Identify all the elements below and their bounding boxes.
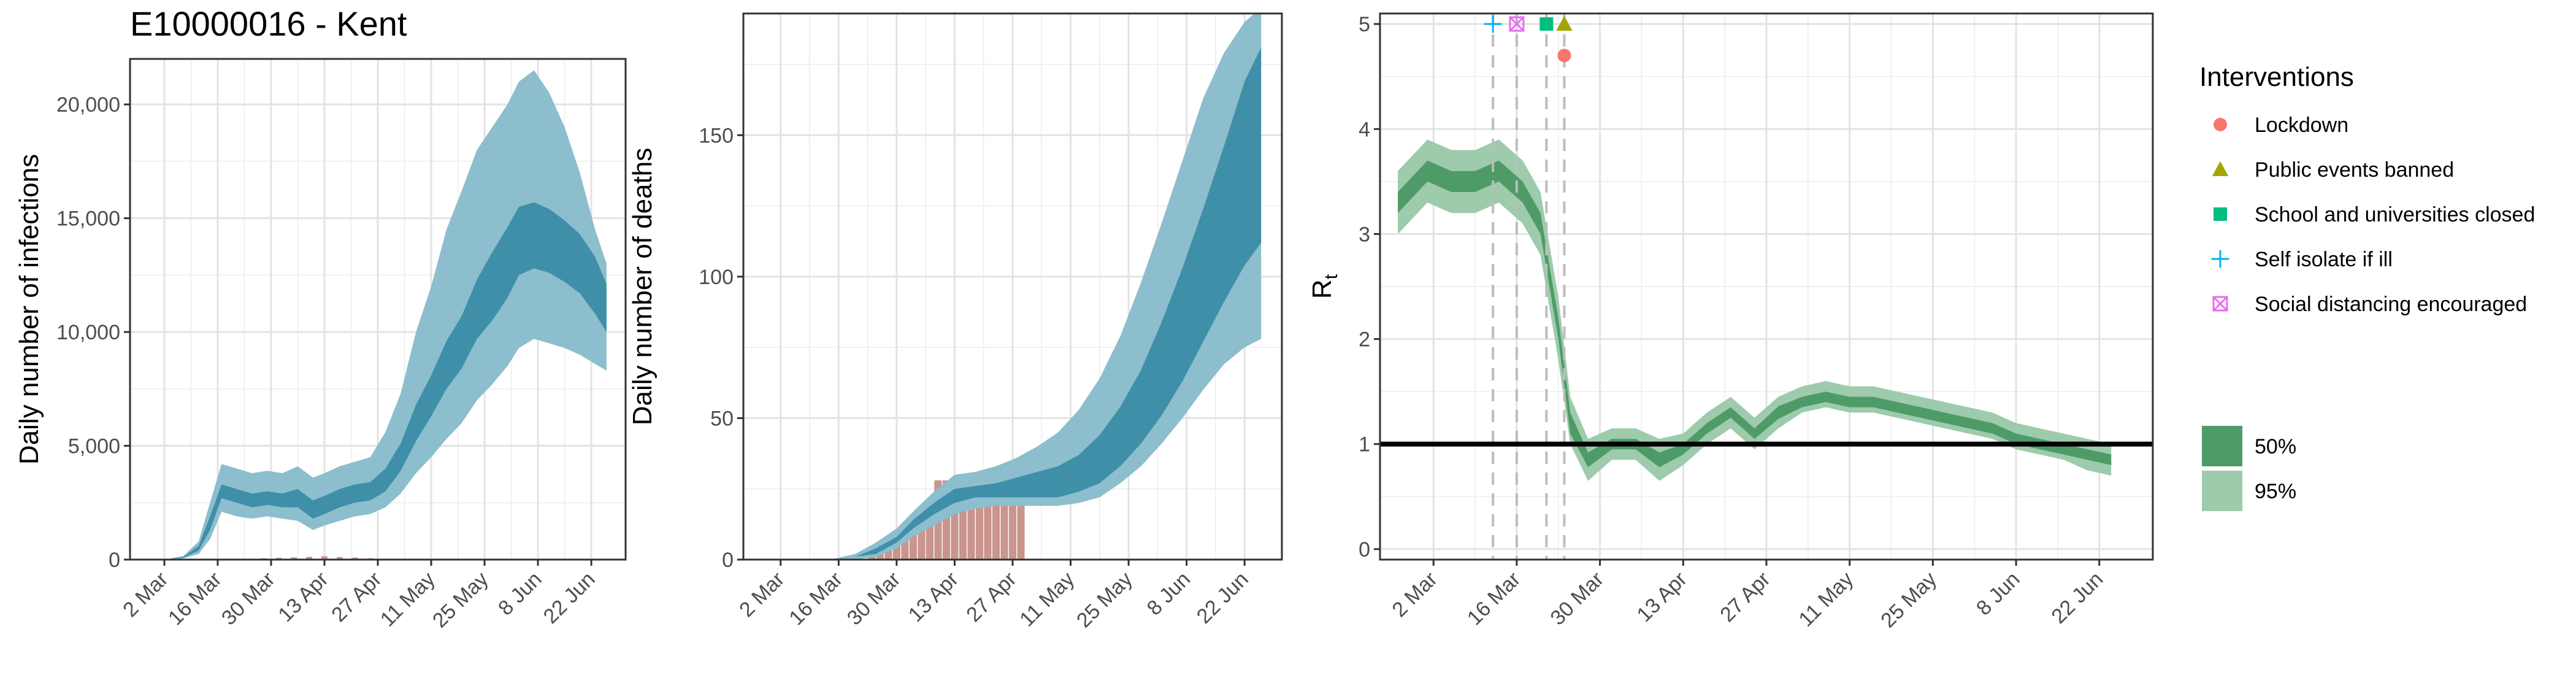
legend-ci-label: 95% bbox=[2255, 480, 2296, 503]
legend-title: Interventions bbox=[2199, 62, 2354, 92]
reported-deaths-bar bbox=[1000, 498, 1008, 560]
legend-item-label: Social distancing encouraged bbox=[2255, 293, 2527, 316]
y-tick-label: 2 bbox=[1359, 328, 1370, 352]
y-axis-label: Daily number of deaths bbox=[627, 148, 657, 425]
legend-plus-icon bbox=[2212, 250, 2229, 268]
x-tick-label: 2 Mar bbox=[1388, 568, 1442, 622]
y-tick-label: 5,000 bbox=[68, 435, 120, 458]
x-tick-label: 30 Mar bbox=[217, 568, 280, 630]
y-tick-label: 0 bbox=[109, 549, 120, 572]
x-tick-label: 22 Jun bbox=[539, 568, 600, 628]
legend-circle-icon bbox=[2214, 118, 2227, 131]
x-tick-label: 11 May bbox=[1794, 568, 1858, 631]
legend-item-label: Lockdown bbox=[2255, 114, 2348, 137]
ci-legend: 50% 95% bbox=[2202, 426, 2296, 511]
y-tick-label: 50 bbox=[710, 407, 734, 430]
x-tick-label: 16 Mar bbox=[784, 568, 847, 630]
x-tick-label: 8 Jun bbox=[1972, 568, 2025, 620]
x-tick-label: 13 Apr bbox=[274, 568, 332, 626]
legend-ci-swatch bbox=[2202, 471, 2242, 511]
y-tick-label: 150 bbox=[699, 124, 734, 147]
legend-ci-swatch bbox=[2202, 426, 2242, 466]
x-tick-label: 11 May bbox=[1015, 568, 1079, 631]
x-tick-label: 25 May bbox=[428, 568, 493, 633]
x-tick-label: 30 Mar bbox=[1546, 568, 1609, 630]
x-tick-label: 16 Mar bbox=[1463, 568, 1525, 630]
legend-square-icon bbox=[2214, 207, 2227, 221]
legend-item-label: Self isolate if ill bbox=[2255, 248, 2393, 271]
x-tick-label: 27 Apr bbox=[962, 568, 1021, 626]
chart-title: E10000016 - Kent bbox=[130, 4, 407, 44]
legend-boxed-x-icon bbox=[2214, 297, 2227, 310]
y-tick-label: 4 bbox=[1359, 118, 1370, 141]
y-tick-label: 15,000 bbox=[56, 207, 120, 231]
intervention-marker-square bbox=[1539, 17, 1553, 31]
y-tick-label: 10,000 bbox=[56, 321, 120, 344]
reported-deaths-bar bbox=[992, 498, 1000, 560]
y-tick-label: 20,000 bbox=[56, 93, 120, 117]
x-tick-label: 11 May bbox=[376, 568, 440, 631]
x-tick-label: 27 Apr bbox=[1715, 568, 1774, 626]
reported-deaths-bar bbox=[1017, 498, 1024, 560]
x-tick-label: 16 Mar bbox=[164, 568, 226, 630]
x-tick-label: 13 Apr bbox=[904, 568, 963, 626]
x-tick-label: 22 Jun bbox=[2047, 568, 2107, 628]
reported-deaths-bar bbox=[926, 526, 933, 560]
x-tick-label: 22 Jun bbox=[1192, 568, 1253, 628]
y-tick-label: 0 bbox=[1359, 538, 1370, 561]
x-tick-label: 30 Mar bbox=[843, 568, 905, 630]
reported-deaths-bar bbox=[1009, 498, 1016, 560]
y-axis-label: Rt bbox=[1307, 274, 1341, 299]
y-tick-label: 5 bbox=[1359, 13, 1370, 36]
legend-item-label: Public events banned bbox=[2255, 158, 2454, 182]
y-tick-label: 3 bbox=[1359, 223, 1370, 246]
x-tick-label: 25 May bbox=[1876, 568, 1941, 633]
y-tick-label: 0 bbox=[722, 549, 734, 572]
x-tick-label: 2 Mar bbox=[735, 568, 789, 622]
intervention-marker-circle bbox=[1557, 48, 1571, 62]
x-tick-label: 25 May bbox=[1072, 568, 1137, 633]
legend-ci-label: 50% bbox=[2255, 435, 2296, 458]
legend-item-label: School and universities closed bbox=[2255, 203, 2535, 226]
y-tick-label: 1 bbox=[1359, 433, 1370, 457]
x-tick-label: 27 Apr bbox=[327, 568, 386, 626]
x-tick-label: 8 Jun bbox=[494, 568, 546, 620]
x-tick-label: 13 Apr bbox=[1633, 568, 1692, 626]
y-axis-label: Daily number of infections bbox=[14, 154, 44, 464]
x-tick-label: 8 Jun bbox=[1143, 568, 1195, 620]
rt-panel: 0 1 2 3 4 5 2 Mar 16 Mar 30 Mar 13 Apr 27 Apr 11 Ma… bbox=[1307, 13, 2153, 632]
y-tick-label: 100 bbox=[699, 266, 734, 289]
legend-triangle-icon bbox=[2212, 161, 2228, 176]
interventions-legend: Interventions Lockdown Public events banne… bbox=[2199, 62, 2535, 316]
